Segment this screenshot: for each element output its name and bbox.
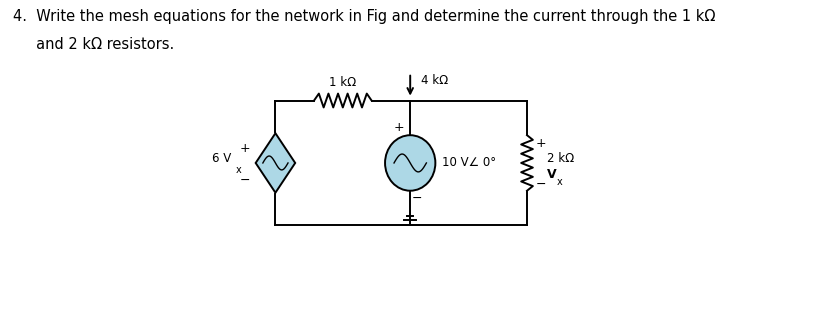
Text: 1 kΩ: 1 kΩ [329,76,357,89]
Text: 10 V∠ 0°: 10 V∠ 0° [441,156,496,169]
Text: 4 kΩ: 4 kΩ [421,74,448,87]
Text: +: + [536,137,547,150]
Text: and 2 kΩ resistors.: and 2 kΩ resistors. [13,37,175,52]
Polygon shape [255,133,295,193]
Text: 4.  Write the mesh equations for the network in Fig and determine the current th: 4. Write the mesh equations for the netw… [13,9,716,24]
Text: −: − [412,192,423,205]
Circle shape [385,135,436,191]
Text: 6 V: 6 V [212,151,231,164]
Text: x: x [557,177,563,187]
Text: 2 kΩ: 2 kΩ [547,151,574,164]
Text: V: V [547,168,557,181]
Text: x: x [236,165,242,175]
Text: −: − [536,178,547,191]
Text: −: − [240,174,251,187]
Text: +: + [240,142,251,155]
Text: +: + [394,121,405,134]
